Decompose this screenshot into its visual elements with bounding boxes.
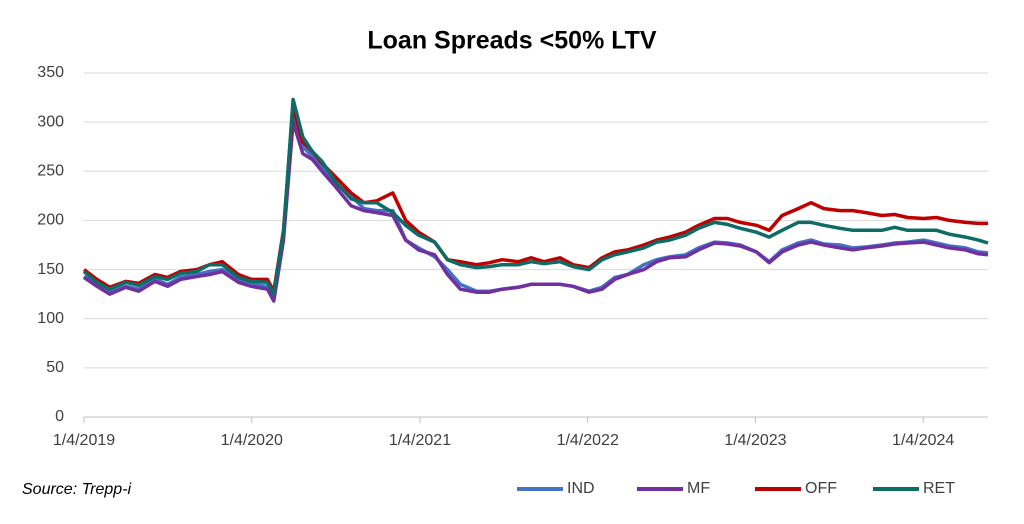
- y-tick-label: 50: [46, 359, 64, 376]
- y-tick-label: 250: [37, 163, 64, 180]
- y-tick-label: 150: [37, 261, 64, 278]
- series-line: [83, 120, 989, 303]
- x-tick-label: 1/4/2021: [389, 432, 451, 449]
- x-tick-label: 1/4/2024: [892, 432, 954, 449]
- y-tick-label: 300: [37, 113, 64, 130]
- source-note: Source: Trepp-i: [22, 481, 132, 498]
- legend-label: IND: [567, 480, 595, 497]
- y-tick-label: 200: [37, 212, 64, 229]
- y-tick-label: 100: [37, 310, 64, 327]
- legend-label: MF: [687, 480, 710, 497]
- x-tick-label: 1/4/2019: [53, 432, 115, 449]
- legend-label: OFF: [805, 480, 837, 497]
- series-line: [82, 97, 989, 296]
- series-line: [82, 105, 988, 293]
- x-tick-label: 1/4/2023: [724, 432, 786, 449]
- x-tick-label: 1/4/2020: [221, 432, 283, 449]
- y-tick-label: 350: [37, 64, 64, 81]
- x-tick-label: 1/4/2022: [557, 432, 619, 449]
- y-tick-label: 0: [55, 408, 64, 425]
- legend-label: RET: [923, 480, 955, 497]
- chart-title: Loan Spreads <50% LTV: [367, 27, 657, 55]
